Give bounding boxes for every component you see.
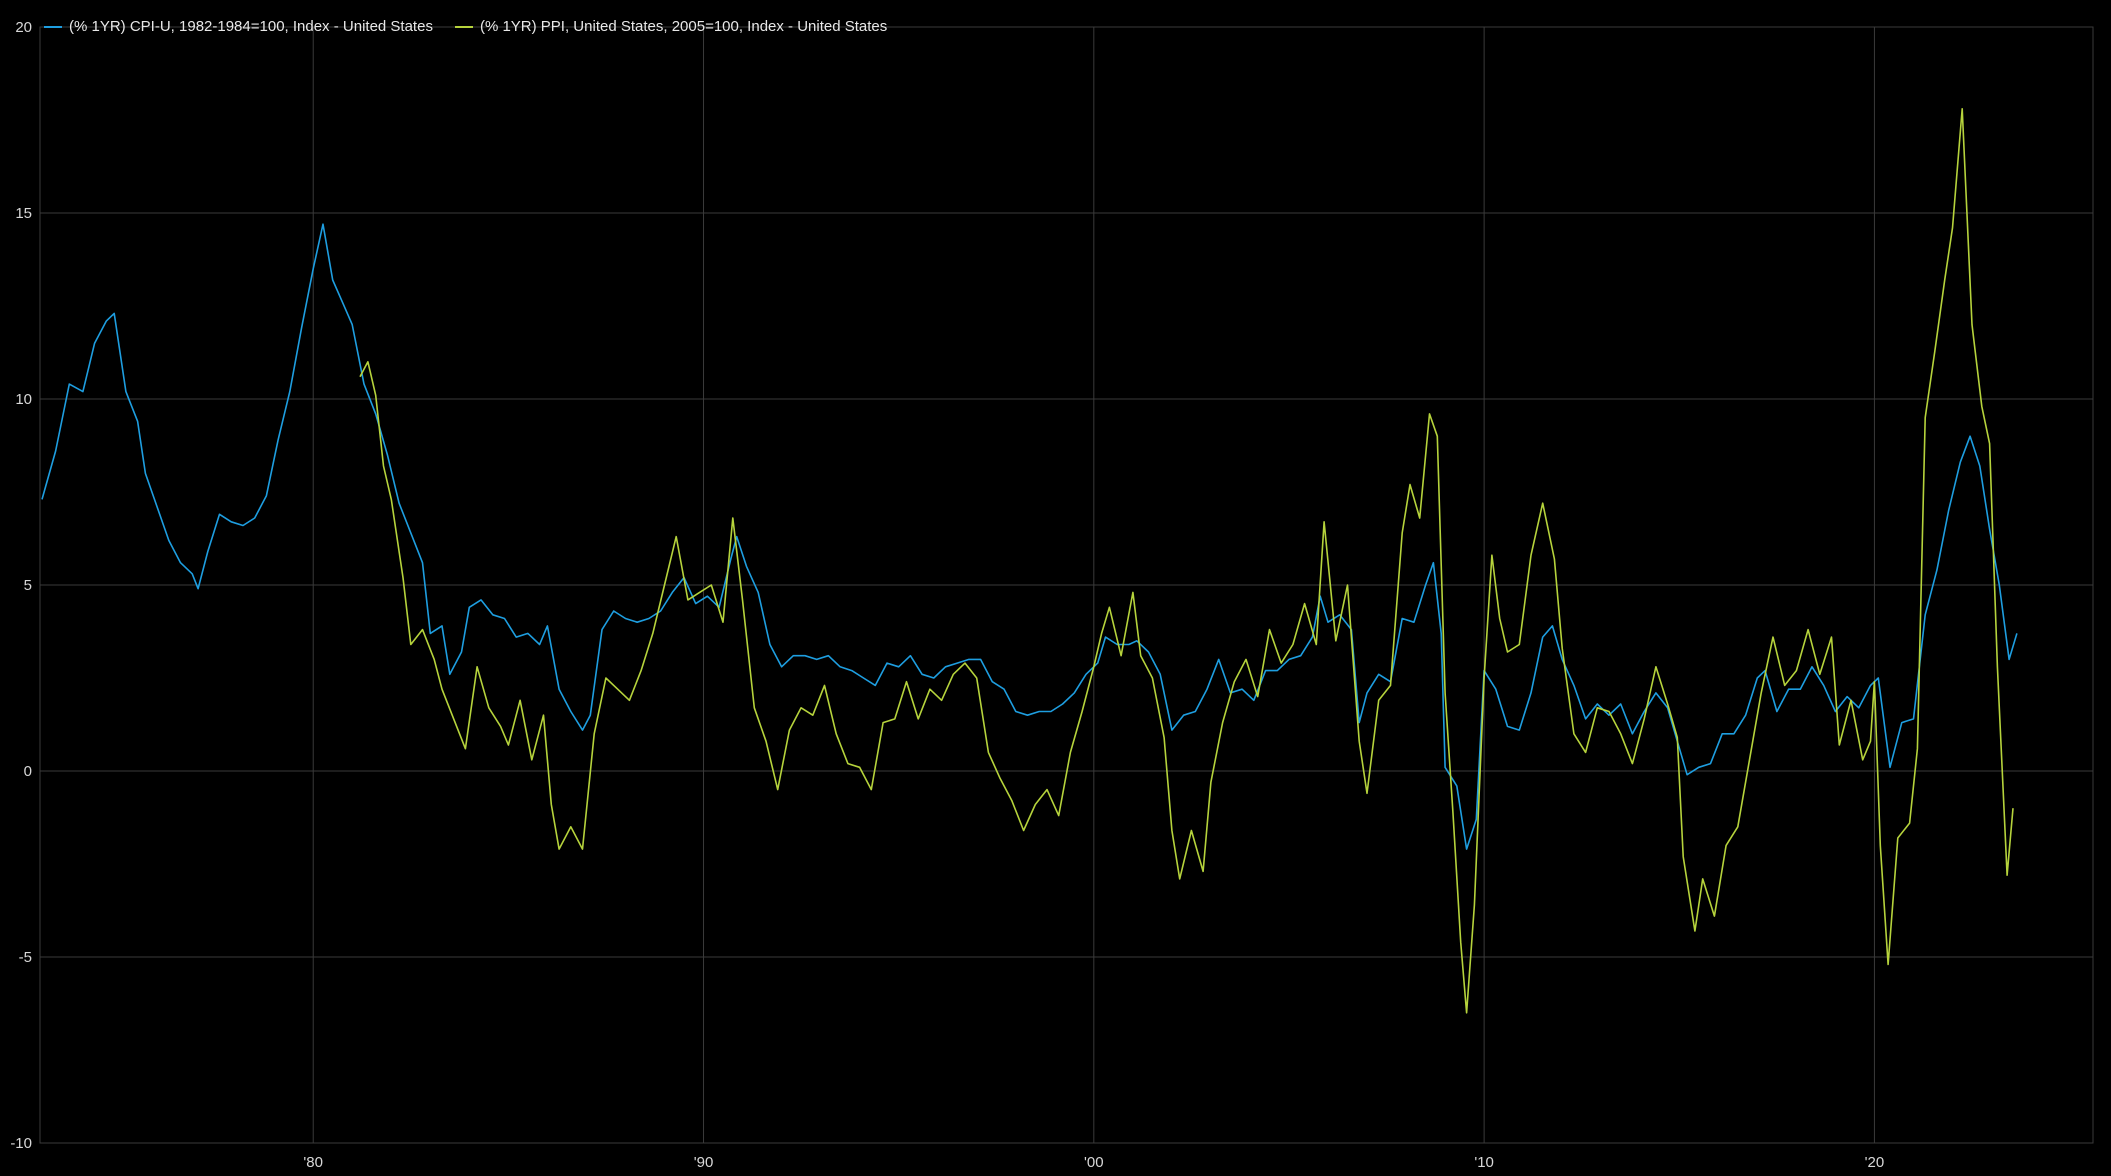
grid — [39, 26, 2094, 1144]
x-tick-label: '20 — [1865, 1154, 1885, 1171]
y-tick-label: 5 — [24, 577, 32, 594]
x-tick-label: '10 — [1474, 1154, 1494, 1171]
x-tick-label: '80 — [303, 1154, 323, 1171]
axes: 20 15 10 5 0 -5 -10 '80 '90 '00 '10 '20 — [10, 19, 1884, 1171]
x-tick-label: '00 — [1084, 1154, 1104, 1171]
legend-swatch-ppi — [454, 25, 473, 28]
y-tick-label: 20 — [15, 19, 32, 36]
legend: (% 1YR) CPI-U, 1982-1984=100, Index - Un… — [44, 18, 887, 35]
y-tick-label: -5 — [19, 949, 32, 966]
y-tick-label: 0 — [24, 763, 32, 780]
legend-label-ppi: (% 1YR) PPI, United States, 2005=100, In… — [479, 18, 888, 35]
legend-label-cpi: (% 1YR) CPI-U, 1982-1984=100, Index - Un… — [69, 18, 433, 35]
x-tick-label: '90 — [694, 1154, 714, 1171]
y-tick-label: 15 — [15, 205, 32, 222]
series-lines — [41, 108, 2018, 1014]
y-tick-label: 10 — [15, 391, 32, 408]
y-tick-label: -10 — [10, 1135, 32, 1152]
legend-item-ppi[interactable]: (% 1YR) PPI, United States, 2005=100, In… — [454, 18, 888, 35]
legend-swatch-cpi — [44, 25, 62, 28]
series-line-cpi — [41, 223, 2018, 850]
series-line-ppi — [359, 108, 2014, 1014]
legend-item-cpi[interactable]: (% 1YR) CPI-U, 1982-1984=100, Index - Un… — [44, 18, 433, 35]
